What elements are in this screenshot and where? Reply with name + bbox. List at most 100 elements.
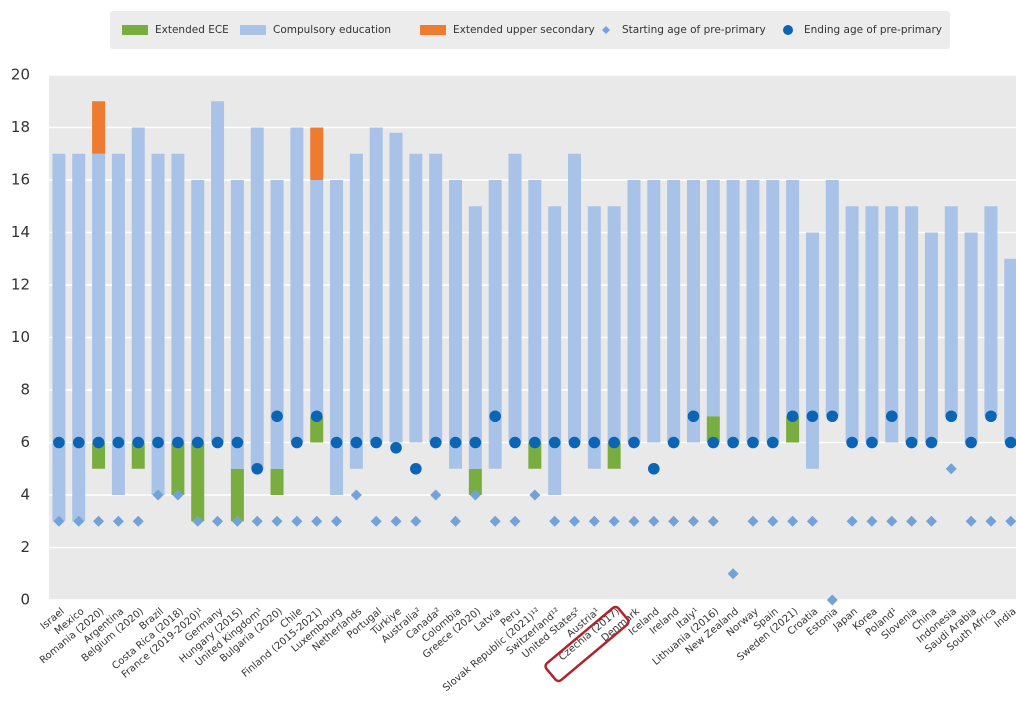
start-marker (350, 489, 362, 501)
legend-label: Ending age of pre-primary (804, 24, 942, 36)
end-marker (548, 436, 561, 449)
start-marker (430, 489, 442, 501)
end-marker (191, 436, 204, 449)
range-bar (389, 132, 403, 443)
start-marker (370, 515, 382, 527)
end-marker (132, 436, 145, 449)
range-bar (429, 153, 443, 443)
start-marker (529, 489, 541, 501)
range-bar (290, 127, 304, 443)
range-bar (191, 180, 205, 443)
range-bar (250, 127, 264, 469)
range-bar (567, 153, 581, 443)
end-marker (489, 410, 501, 423)
range-bar (706, 180, 720, 417)
range-bar (92, 101, 106, 154)
start-marker (628, 515, 640, 527)
start-marker (390, 515, 402, 527)
range-bar (468, 206, 482, 469)
start-marker (687, 515, 699, 527)
end-marker (231, 436, 244, 449)
start-marker (73, 515, 85, 527)
start-marker (906, 515, 918, 527)
range-bar (845, 206, 859, 443)
start-marker (925, 515, 937, 527)
end-marker (985, 410, 997, 423)
end-marker (172, 436, 184, 449)
y-tick-label: 12 (11, 276, 30, 294)
end-marker (291, 436, 303, 449)
legend-swatch (783, 25, 793, 35)
end-marker (429, 436, 442, 449)
range-bar (944, 206, 958, 417)
range-bar (330, 180, 344, 495)
range-bar (647, 180, 661, 443)
range-bar (607, 206, 621, 443)
y-tick-label: 14 (11, 223, 30, 241)
range-bar (270, 468, 284, 495)
start-marker (866, 515, 878, 527)
start-marker (410, 515, 422, 527)
range-bar (528, 442, 542, 469)
start-marker (450, 515, 462, 527)
end-marker (72, 436, 85, 449)
start-marker (806, 515, 818, 527)
range-bar (369, 127, 383, 443)
end-marker (251, 462, 264, 475)
y-tick-label: 6 (20, 433, 30, 451)
end-marker (826, 410, 839, 423)
highlight-box (544, 605, 630, 683)
start-marker (727, 568, 739, 580)
end-marker (786, 410, 799, 423)
start-marker (271, 515, 283, 527)
range-bar (468, 468, 482, 495)
end-marker (628, 436, 640, 449)
range-bar (1004, 258, 1016, 443)
range-bar (984, 206, 998, 417)
start-marker (509, 515, 521, 527)
start-marker (707, 515, 719, 527)
start-marker (231, 515, 243, 527)
start-marker (747, 515, 759, 527)
legend-swatch (420, 25, 446, 35)
y-tick-label: 18 (11, 118, 30, 136)
end-marker (965, 436, 977, 449)
legend-label: Starting age of pre-primary (622, 24, 766, 36)
start-marker (549, 515, 561, 527)
legend: Extended ECE Compulsory education Extended… (122, 24, 942, 36)
end-marker (588, 436, 601, 449)
y-tick-label: 4 (20, 486, 30, 504)
range-bar (766, 180, 780, 443)
start-marker (846, 515, 858, 527)
range-bar (786, 180, 800, 417)
start-marker (112, 515, 124, 527)
start-marker (152, 489, 164, 501)
end-marker (1004, 436, 1016, 449)
range-bar (171, 442, 185, 495)
end-marker (608, 436, 620, 449)
range-bar (151, 153, 165, 495)
end-marker (925, 436, 938, 449)
start-marker (568, 515, 580, 527)
range-bar (964, 232, 978, 443)
range-bar (230, 468, 244, 522)
end-marker (529, 436, 541, 449)
legend-label: Compulsory education (273, 24, 391, 36)
start-marker (668, 515, 680, 527)
start-marker (469, 489, 481, 501)
range-bar (191, 442, 205, 522)
range-bar (607, 442, 621, 469)
range-bar (905, 206, 919, 443)
start-marker (172, 489, 184, 501)
end-marker (667, 436, 680, 449)
range-bar (310, 127, 324, 180)
range-bar (52, 153, 66, 522)
end-marker (885, 410, 898, 423)
range-bar (548, 206, 562, 495)
y-tick-label: 10 (11, 328, 30, 346)
range-bar (587, 206, 601, 469)
range-bar (686, 180, 700, 443)
start-marker (985, 515, 997, 527)
range-bar (528, 180, 542, 443)
